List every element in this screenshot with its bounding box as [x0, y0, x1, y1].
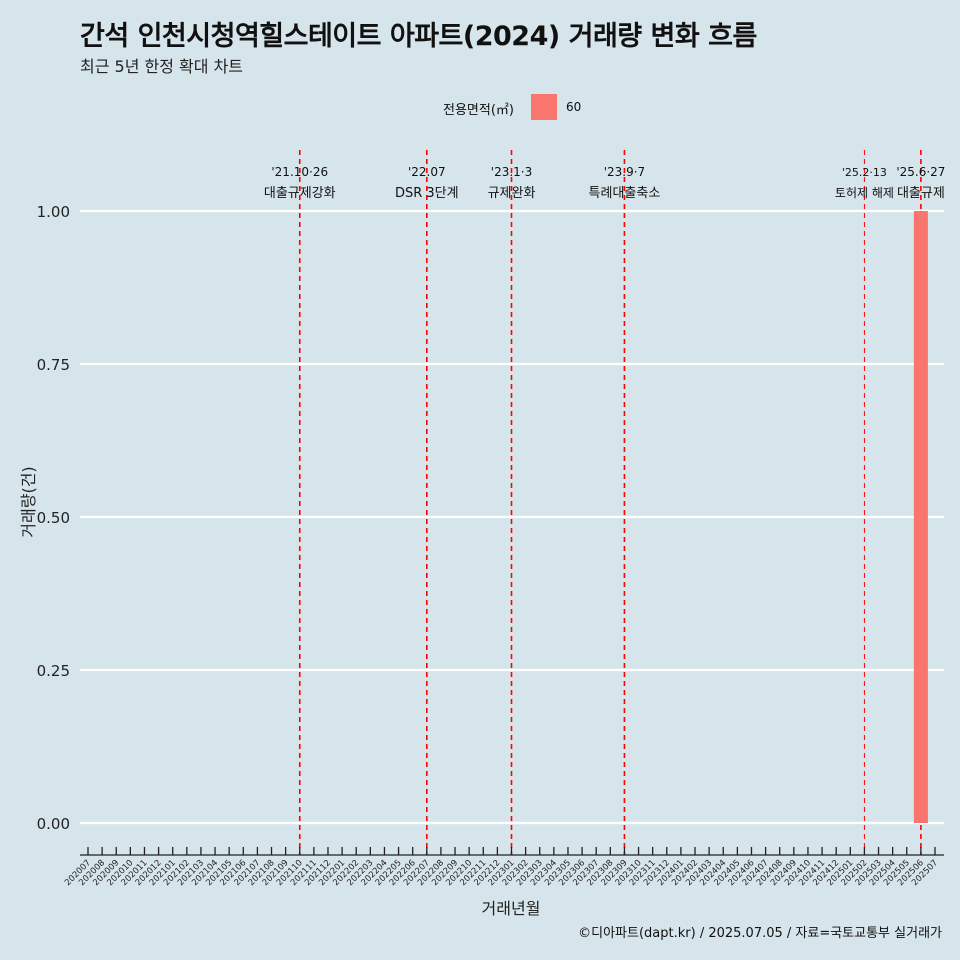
y-tick-label: 0.25	[37, 662, 70, 680]
event-label-202207: DSR 3단계	[395, 186, 459, 201]
chart-subtitle: 최근 5년 한정 확대 차트	[80, 57, 244, 76]
legend-title: 전용면적(㎡)	[443, 103, 514, 118]
event-label-202301: 규제완화	[488, 186, 536, 201]
event-date-202207: '22.07	[408, 165, 446, 179]
legend-key-60	[531, 94, 557, 120]
x-axis-title: 거래년월	[482, 899, 541, 918]
event-date-202301: '23.1·3	[491, 165, 532, 179]
event-label-202309: 특례대출축소	[589, 186, 661, 201]
y-axis-title: 거래량(건)	[19, 466, 38, 537]
event-markers: '21.10·26 대출규제강화 '22.07 DSR 3단계 '23.1·3 규제완화 '…	[264, 150, 945, 855]
bars	[913, 211, 928, 823]
legend-label-60: 60	[566, 100, 582, 114]
legend: 전용면적(㎡) 60	[0, 92, 960, 122]
chart-title: 간석 인천시청역힐스테이트 아파트(2024) 거래량 변화 흐름	[80, 21, 757, 52]
event-date-202502: '25.2·13	[842, 166, 887, 179]
axes: 0.000.250.500.751.0020200720200820200920…	[37, 203, 944, 888]
y-tick-label: 1.00	[37, 203, 70, 221]
y-tick-label: 0.75	[37, 356, 70, 374]
y-tick-label: 0.00	[37, 815, 70, 833]
y-tick-label: 0.50	[37, 509, 70, 527]
event-date-202506: '25.6·27	[896, 165, 945, 179]
event-label-202506: 대출규제	[897, 186, 945, 201]
bar-60-202506	[913, 211, 928, 823]
event-date-202309: '23.9·7	[604, 165, 645, 179]
event-date-202110: '21.10·26	[271, 165, 328, 179]
event-label-202110: 대출규제강화	[264, 186, 336, 201]
grid-lines	[80, 209, 944, 825]
event-label-202502: 토허제 해제	[835, 186, 894, 200]
caption: ©디아파트(dapt.kr) / 2025.07.05 / 자료=국토교통부 실…	[578, 926, 942, 941]
